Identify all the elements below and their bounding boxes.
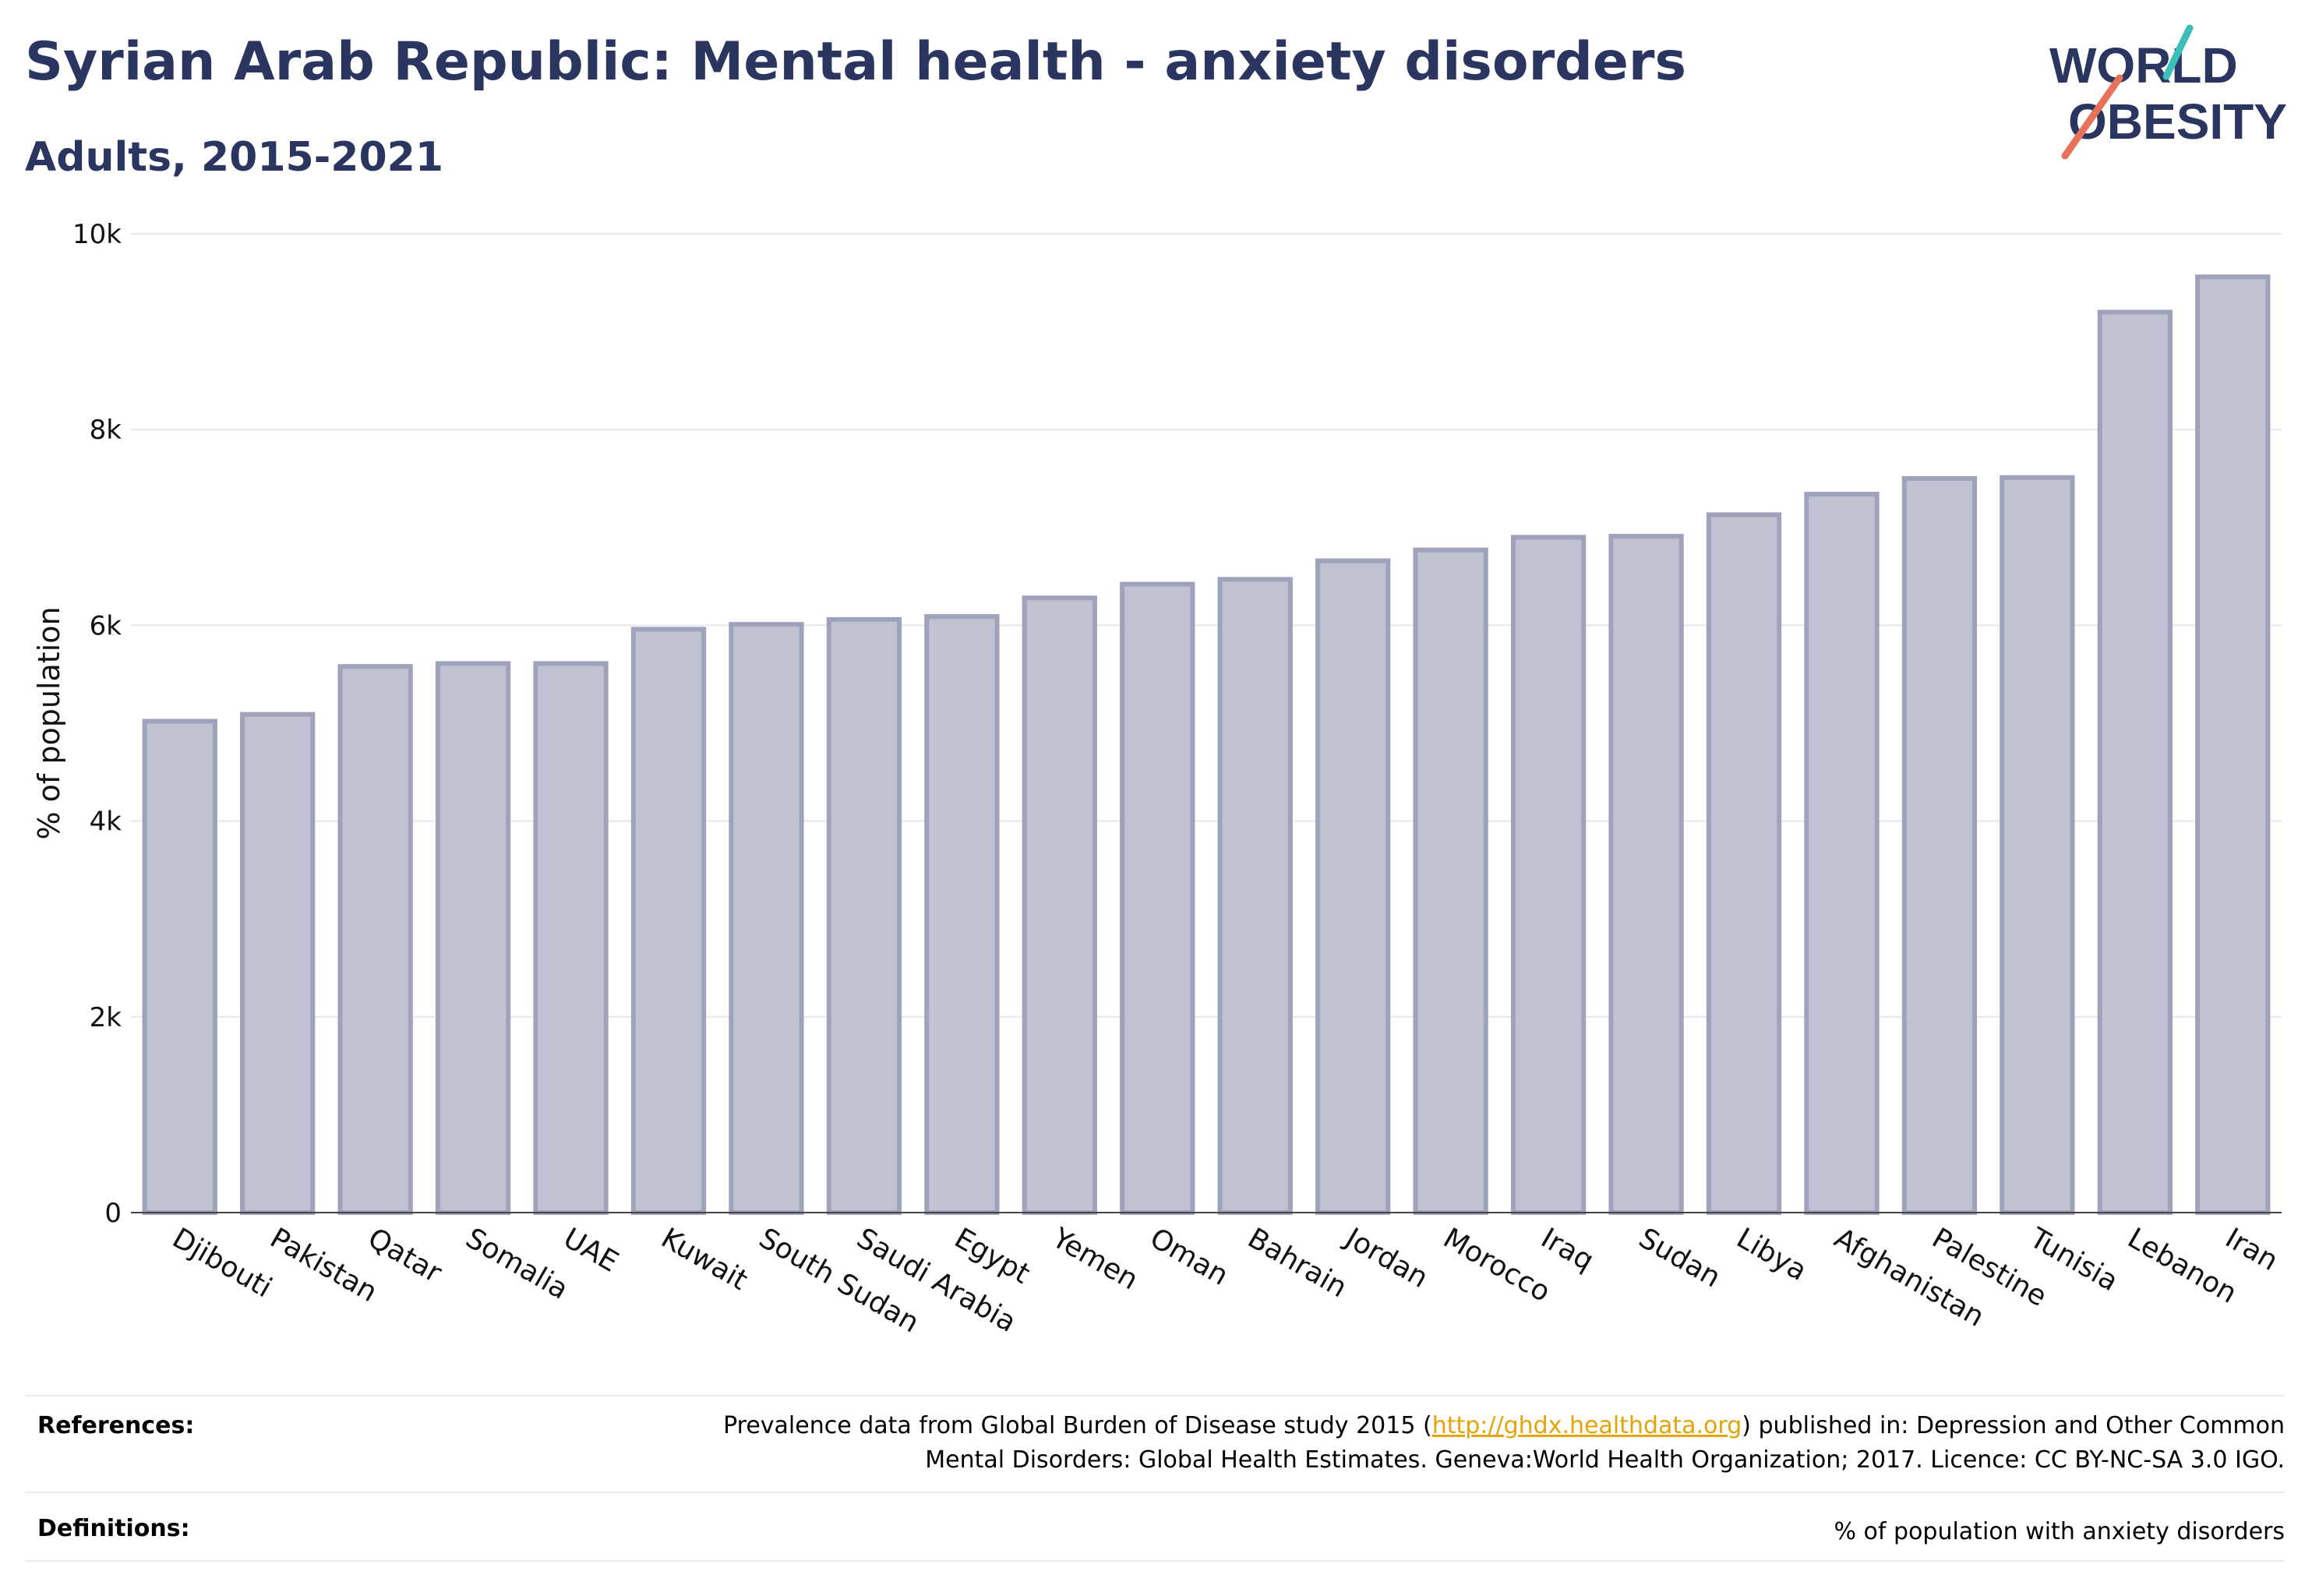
bar-palestine	[1901, 476, 1978, 1215]
bar-south-sudan	[729, 622, 804, 1215]
logo-teal-slash	[2162, 24, 2194, 80]
logo-line-1: WORLD	[2049, 37, 2238, 94]
x-tick-label: Morocco	[1438, 1222, 1555, 1308]
x-tick-label: Somalia	[461, 1222, 574, 1306]
divider-bottom	[25, 1560, 2285, 1562]
definitions-text: % of population with anxiety disorders	[1834, 1518, 2285, 1545]
bar-iraq	[1510, 535, 1587, 1215]
bar-oman	[1120, 581, 1195, 1215]
x-tick-label: Oman	[1145, 1222, 1234, 1292]
definitions-section: Definitions: % of population with anxiet…	[25, 1515, 2285, 1554]
bar-afghanistan	[1804, 492, 1880, 1215]
bar-kuwait	[630, 627, 707, 1215]
bar-uae	[533, 661, 609, 1215]
bar-saudi-arabia	[826, 616, 902, 1215]
bar-bahrain	[1217, 577, 1293, 1215]
references-text: Prevalence data from Global Burden of Di…	[723, 1409, 2285, 1478]
y-tick-label: 8k	[90, 415, 122, 446]
y-tick-label: 4k	[90, 807, 122, 838]
page-title: Syrian Arab Republic: Mental health - an…	[25, 31, 1686, 93]
bar-qatar	[337, 664, 413, 1215]
bar-djibouti	[142, 719, 217, 1215]
bar-pakistan	[240, 711, 316, 1215]
x-tick-label: Pakistan	[265, 1222, 383, 1308]
x-tick-label: Yemen	[1046, 1222, 1143, 1297]
bar-egypt	[924, 614, 1000, 1215]
divider-middle	[25, 1492, 2285, 1493]
definitions-label: Definitions:	[37, 1515, 190, 1542]
y-tick-label: 2k	[90, 1002, 122, 1033]
page-subtitle: Adults, 2015-2021	[25, 134, 444, 181]
y-tick-label: 0	[104, 1198, 122, 1229]
y-tick-labels: 0 2k 4k 6k 8k 10k	[72, 219, 122, 1229]
x-tick-label: Djibouti	[167, 1222, 277, 1304]
x-tick-label: UAE	[558, 1222, 623, 1278]
divider-top	[25, 1395, 2285, 1396]
x-tick-label: Sudan	[1633, 1222, 1726, 1294]
references-section: References: Prevalence data from Global …	[25, 1412, 2285, 1498]
references-line2: Mental Disorders: Global Health Estimate…	[925, 1446, 2285, 1474]
x-tick-label: Bahrain	[1242, 1222, 1352, 1304]
x-tick-label: Libya	[1731, 1222, 1813, 1287]
references-line1-post: ) published in: Depression and Other Com…	[1742, 1412, 2285, 1439]
bar-yemen	[1022, 595, 1097, 1215]
logo-coral-slash	[2061, 74, 2123, 160]
bar-somalia	[435, 661, 511, 1215]
bar-jordan	[1315, 558, 1391, 1215]
y-axis-label: % of population	[32, 606, 66, 839]
bar-sudan	[1608, 534, 1684, 1215]
references-label: References:	[37, 1412, 195, 1439]
x-tick-label: Kuwait	[656, 1222, 754, 1297]
bar-iran	[2195, 274, 2271, 1215]
bars	[142, 274, 2271, 1216]
references-link[interactable]: http://ghdx.healthdata.org	[1431, 1412, 1742, 1439]
bar-morocco	[1413, 547, 1488, 1215]
bar-libya	[1706, 512, 1782, 1215]
y-tick-label: 6k	[90, 610, 122, 641]
references-line1-pre: Prevalence data from Global Burden of Di…	[723, 1412, 1432, 1439]
bar-lebanon	[2097, 309, 2173, 1216]
x-tick-label: Jordan	[1339, 1221, 1433, 1294]
x-tick-label: Iraq	[1536, 1222, 1599, 1277]
x-tick-label: Lebanon	[2122, 1222, 2242, 1310]
bar-tunisia	[2000, 475, 2075, 1215]
y-tick-label: 10k	[72, 219, 122, 250]
x-tick-label: Iran	[2220, 1222, 2283, 1277]
world-obesity-logo[interactable]: WORLD OBESITY	[2034, 22, 2299, 162]
